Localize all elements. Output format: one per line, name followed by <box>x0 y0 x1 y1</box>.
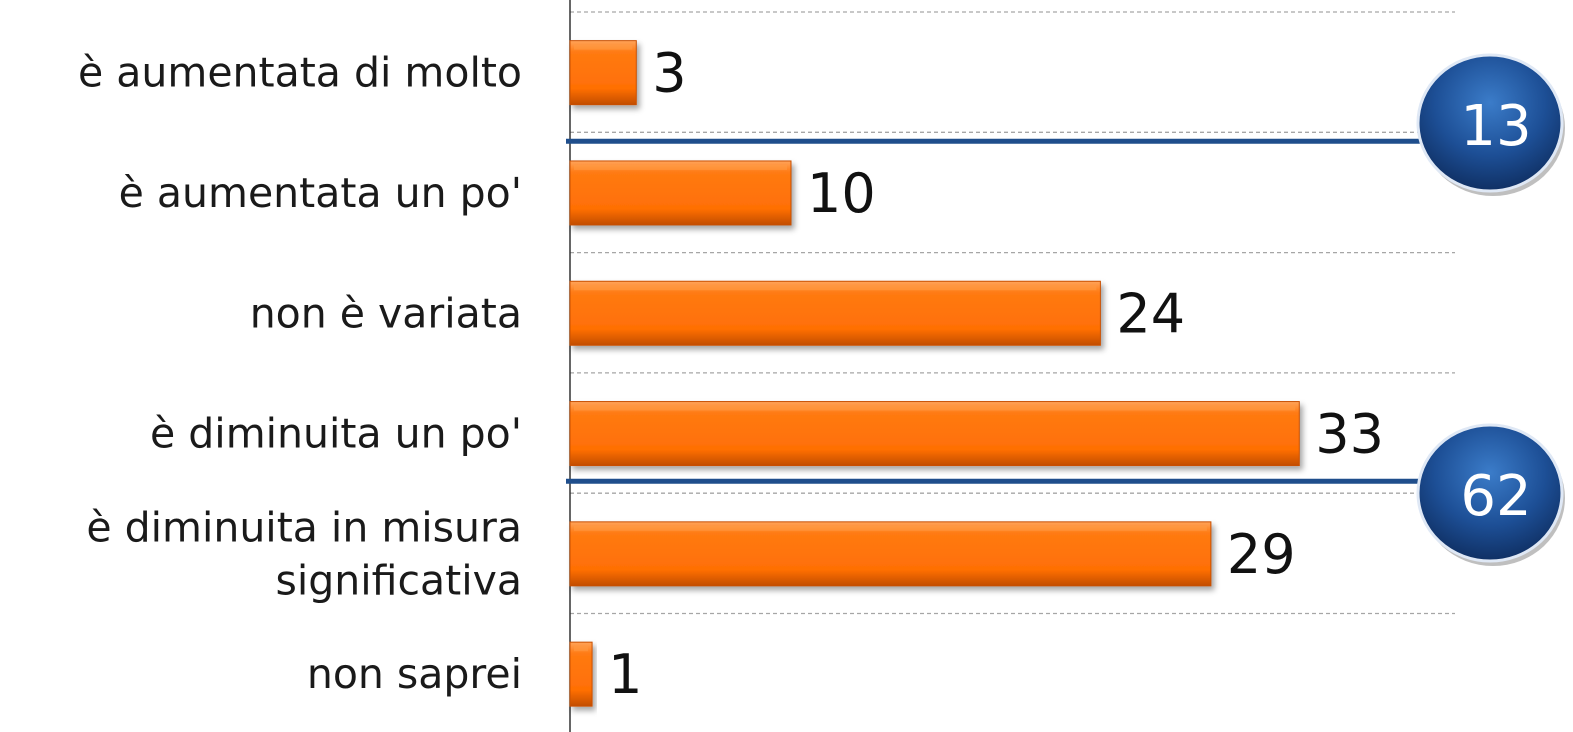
bar <box>569 521 1212 587</box>
bar-highlight <box>574 164 787 170</box>
badge-total-label: 62 <box>1460 464 1531 529</box>
total-badge: 13 <box>1416 53 1565 196</box>
data-label: 1 <box>608 643 642 706</box>
badge-total-label: 13 <box>1460 94 1531 159</box>
data-label: 33 <box>1315 403 1384 466</box>
category-label: è aumentata un po' <box>119 169 522 217</box>
data-label: 10 <box>807 162 876 225</box>
bar <box>569 40 637 106</box>
category-label: è aumentata di molto <box>78 49 522 97</box>
bar-highlight <box>574 285 1097 291</box>
bar <box>569 160 792 226</box>
data-label: 29 <box>1227 523 1296 586</box>
badge-circle <box>1416 53 1564 193</box>
bar <box>569 641 593 707</box>
bar <box>569 280 1101 346</box>
bar-highlight <box>574 405 1296 411</box>
category-label-line: è aumentata di molto <box>78 49 522 97</box>
bar-body <box>569 40 637 106</box>
bar-highlight <box>574 44 633 50</box>
bar-body <box>569 401 1300 467</box>
category-label-line: è diminuita in misura <box>86 503 522 551</box>
bar-body <box>569 160 792 226</box>
category-label: non saprei <box>307 650 522 698</box>
bar <box>569 401 1300 467</box>
category-label-line: è aumentata un po' <box>119 169 522 217</box>
badge-circle <box>1416 423 1564 563</box>
bar-highlight <box>574 646 589 652</box>
category-label-line: non saprei <box>307 650 522 698</box>
category-label-line: significativa <box>275 556 522 604</box>
category-label: è diminuita un po' <box>150 410 522 458</box>
category-label-line: è diminuita un po' <box>150 410 522 458</box>
category-label-line: non è variata <box>250 289 522 337</box>
total-badge: 62 <box>1416 423 1565 566</box>
category-label: è diminuita in misura significativa <box>86 503 522 604</box>
bar-body <box>569 521 1212 587</box>
bar-body <box>569 280 1101 346</box>
data-label: 24 <box>1116 282 1185 345</box>
bar-body <box>569 641 593 707</box>
category-label: non è variata <box>250 289 522 337</box>
data-label: 3 <box>652 42 686 105</box>
bar-highlight <box>574 525 1207 531</box>
